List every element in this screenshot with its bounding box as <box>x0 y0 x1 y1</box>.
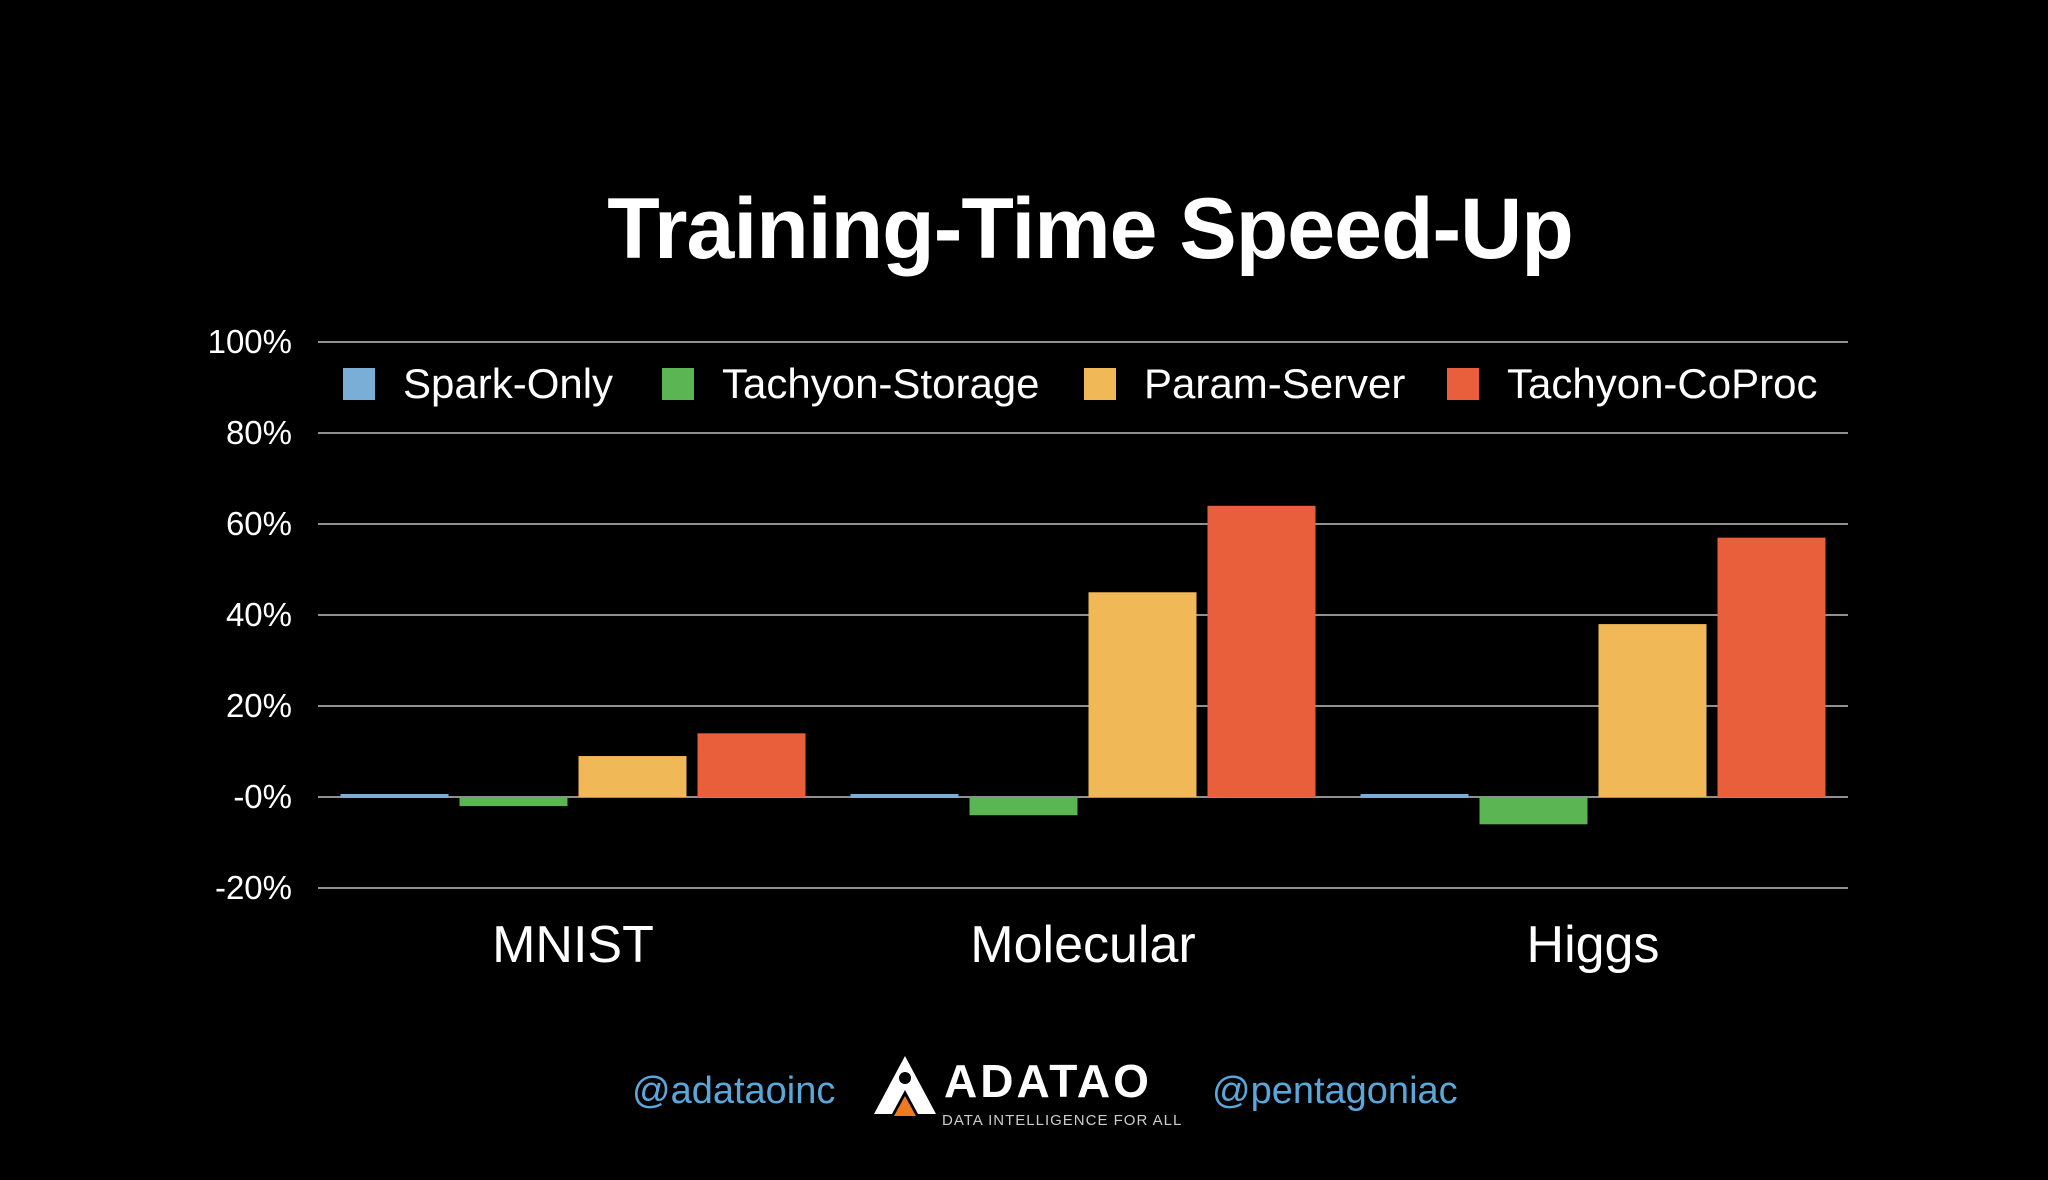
bar-chart: 100% 80% 60% 40% 20% -0% -20% MNIST Molecular Hig… <box>208 323 1848 974</box>
logo-text: ADATAO <box>944 1055 1152 1107</box>
x-category-label: MNIST <box>492 916 654 974</box>
twitter-handle-adataoinc[interactable]: @adataoinc <box>632 1070 836 1112</box>
bar-param-server-higgs <box>1598 624 1707 797</box>
bar-tachyon-coproc-higgs <box>1717 537 1826 797</box>
chart-title: Training-Time Speed-Up <box>607 181 1574 277</box>
bar-tachyon-coproc-mnist <box>697 733 806 797</box>
legend-label: Param-Server <box>1144 360 1405 407</box>
bar-tachyon-storage-mnist <box>459 797 568 807</box>
legend-label: Tachyon-Storage <box>722 360 1040 407</box>
legend-swatch <box>1084 368 1116 400</box>
bar-tachyon-storage-molecular <box>969 797 1078 816</box>
bar-param-server-molecular <box>1088 592 1197 797</box>
bar-spark-only-higgs <box>1360 794 1469 798</box>
legend-label: Spark-Only <box>403 360 613 407</box>
adatao-logo-icon <box>874 1056 936 1116</box>
y-tick-label: 80% <box>226 414 292 451</box>
y-tick-label: -0% <box>233 778 292 815</box>
y-tick-label: 100% <box>208 323 292 360</box>
legend-swatch <box>1447 368 1479 400</box>
bar-spark-only-molecular <box>850 794 959 798</box>
y-tick-label: 40% <box>226 596 292 633</box>
twitter-handle-pentagoniac[interactable]: @pentagoniac <box>1212 1070 1458 1112</box>
x-category-label: Higgs <box>1527 916 1660 974</box>
bar-tachyon-storage-higgs <box>1479 797 1588 825</box>
legend-label: Tachyon-CoProc <box>1507 360 1817 407</box>
bar-spark-only-mnist <box>340 794 449 798</box>
legend-swatch <box>662 368 694 400</box>
y-tick-label: -20% <box>215 869 292 906</box>
adatao-logo: ADATAO DATA INTELLIGENCE FOR ALL <box>872 1050 1182 1150</box>
y-tick-label: 60% <box>226 505 292 542</box>
bar-param-server-mnist <box>578 756 687 797</box>
x-category-label: Molecular <box>970 916 1195 974</box>
bar-tachyon-coproc-molecular <box>1207 505 1316 797</box>
footer: @adataoinc ADATAO DATA INTELLIGENCE FOR … <box>0 1050 2048 1180</box>
legend-swatch <box>343 368 375 400</box>
y-tick-label: 20% <box>226 687 292 724</box>
logo-tagline: DATA INTELLIGENCE FOR ALL <box>942 1112 1183 1129</box>
